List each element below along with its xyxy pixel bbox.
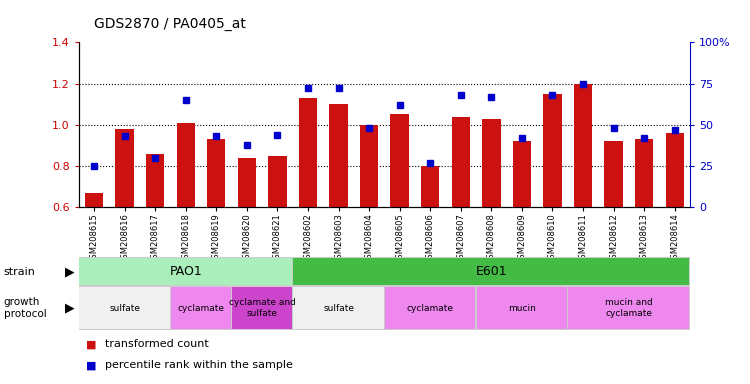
Bar xyxy=(665,133,684,207)
Bar xyxy=(604,141,622,207)
Bar xyxy=(568,287,689,329)
Bar xyxy=(298,98,317,207)
Bar xyxy=(80,287,170,329)
Bar xyxy=(391,114,409,207)
Bar xyxy=(421,166,440,207)
Text: mucin and
cyclamate: mucin and cyclamate xyxy=(605,298,652,318)
Bar xyxy=(360,125,378,207)
Bar xyxy=(232,287,292,329)
Text: strain: strain xyxy=(4,266,36,277)
Bar xyxy=(482,119,500,207)
Text: ■: ■ xyxy=(86,360,97,370)
Bar xyxy=(85,193,104,207)
Bar xyxy=(80,258,292,285)
Text: cyclamate: cyclamate xyxy=(178,304,224,313)
Text: E601: E601 xyxy=(476,265,507,278)
Text: cyclamate: cyclamate xyxy=(406,304,454,313)
Text: cyclamate and
sulfate: cyclamate and sulfate xyxy=(229,298,296,318)
Bar xyxy=(293,287,384,329)
Text: ■: ■ xyxy=(86,339,97,349)
Bar xyxy=(146,154,164,207)
Bar xyxy=(635,139,653,207)
Bar xyxy=(543,94,562,207)
Bar xyxy=(513,141,531,207)
Bar xyxy=(171,287,231,329)
Bar xyxy=(116,129,134,207)
Bar xyxy=(207,139,226,207)
Text: sulfate: sulfate xyxy=(109,304,140,313)
Bar xyxy=(176,123,195,207)
Bar xyxy=(477,287,567,329)
Bar xyxy=(574,84,592,207)
Text: mucin: mucin xyxy=(508,304,536,313)
Text: growth
protocol: growth protocol xyxy=(4,297,46,319)
Bar xyxy=(385,287,476,329)
Text: GDS2870 / PA0405_at: GDS2870 / PA0405_at xyxy=(94,17,246,31)
Bar xyxy=(268,156,286,207)
Text: transformed count: transformed count xyxy=(105,339,209,349)
Text: PAO1: PAO1 xyxy=(170,265,202,278)
Bar xyxy=(238,158,256,207)
Bar xyxy=(452,117,470,207)
Bar xyxy=(293,258,689,285)
Bar xyxy=(329,104,348,207)
Text: ▶: ▶ xyxy=(65,265,75,278)
Text: ▶: ▶ xyxy=(65,302,75,314)
Text: percentile rank within the sample: percentile rank within the sample xyxy=(105,360,292,370)
Text: sulfate: sulfate xyxy=(323,304,354,313)
